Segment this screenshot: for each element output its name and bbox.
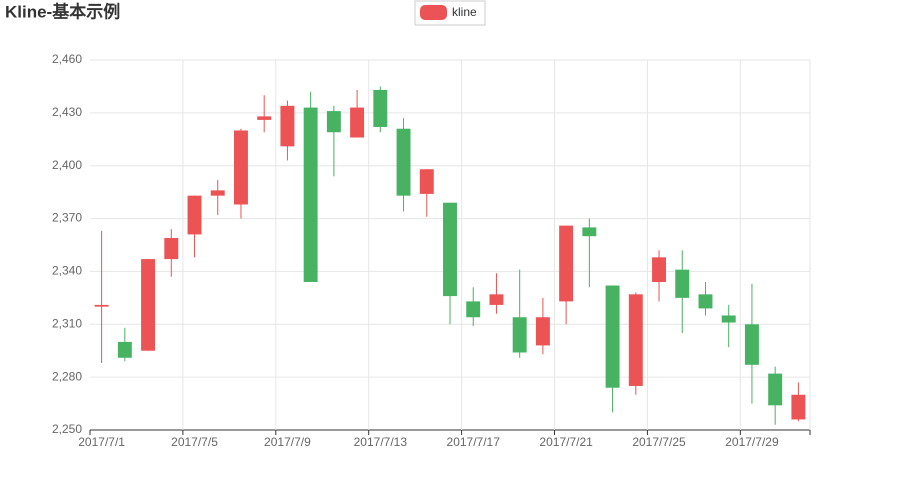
y-tick-label: 2,250 [52, 422, 82, 436]
candle-body [187, 195, 202, 235]
candle-body [582, 227, 597, 237]
candle-body [512, 317, 527, 353]
candle-body [443, 202, 457, 297]
y-tick-label: 2,280 [52, 369, 82, 383]
x-tick-label: 2017/7/21 [539, 435, 593, 449]
candle-body [303, 107, 318, 282]
candle-body [373, 89, 388, 127]
y-tick-label: 2,370 [52, 211, 82, 225]
candle-body [326, 111, 341, 133]
candle-body [419, 169, 434, 194]
candle-body [768, 373, 783, 406]
candle-body [234, 130, 248, 205]
candle-body [652, 257, 666, 282]
x-tick-label: 2017/7/13 [354, 435, 408, 449]
candle-body [605, 285, 620, 388]
candle-body [94, 304, 109, 307]
legend-box [414, 0, 486, 26]
legend-label: kline [452, 5, 477, 19]
y-tick-label: 2,400 [52, 158, 82, 172]
candle-body [350, 107, 365, 138]
y-tick-label: 2,310 [52, 316, 82, 330]
legend-swatch [420, 5, 447, 20]
candle-body [117, 341, 132, 358]
candle-body [164, 237, 179, 260]
x-tick-label: 2017/7/1 [78, 435, 125, 449]
candle-body [466, 301, 481, 318]
candle-body [675, 269, 690, 298]
y-tick-label: 2,430 [52, 105, 82, 119]
candle-body [628, 294, 643, 386]
x-tick-label: 2017/7/29 [725, 435, 779, 449]
candle-body [744, 324, 759, 365]
y-tick-label: 2,340 [52, 264, 82, 278]
y-tick-label: 2,460 [52, 52, 82, 66]
x-tick-label: 2017/7/9 [264, 435, 311, 449]
candle-body [791, 394, 806, 420]
chart-title: Kline-基本示例 [5, 1, 120, 21]
candle-body [535, 317, 550, 346]
candle-body [396, 128, 411, 196]
x-tick-label: 2017/7/5 [171, 435, 218, 449]
x-tick-label: 2017/7/25 [632, 435, 686, 449]
candle-body [141, 259, 156, 351]
candle-body [210, 190, 225, 196]
candle-body [721, 315, 736, 323]
candle-body [559, 225, 574, 302]
candle-body [489, 294, 504, 305]
candle-body [280, 105, 295, 147]
candle-body [698, 294, 713, 309]
candle-body [257, 116, 272, 120]
x-tick-label: 2017/7/17 [447, 435, 501, 449]
